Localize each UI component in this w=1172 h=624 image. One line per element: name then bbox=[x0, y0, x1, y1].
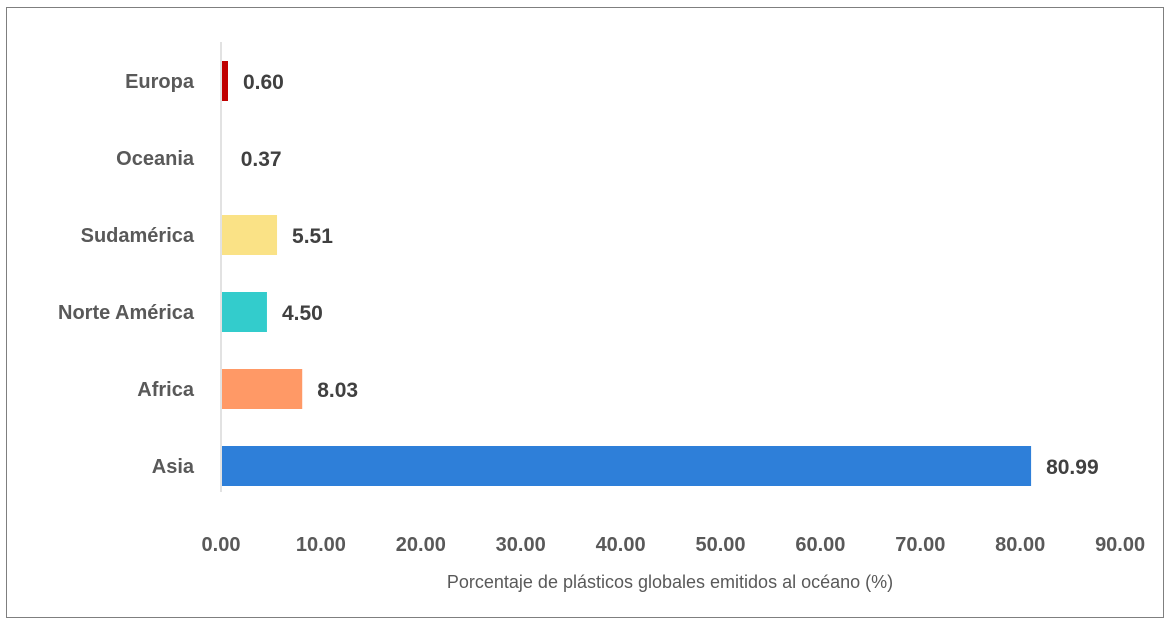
bar-norte-am-rica bbox=[222, 292, 267, 332]
x-tick-label: 10.00 bbox=[296, 534, 346, 556]
value-label-sudam-rica: 5.51 bbox=[292, 225, 333, 248]
x-tick-label: 80.00 bbox=[995, 534, 1045, 556]
bars-group bbox=[222, 61, 1032, 486]
value-label-asia: 80.99 bbox=[1046, 456, 1099, 479]
value-label-norte-am-rica: 4.50 bbox=[282, 302, 323, 325]
value-label-europa: 0.60 bbox=[243, 71, 284, 94]
category-label-europa: Europa bbox=[125, 71, 195, 93]
value-label-africa: 8.03 bbox=[317, 379, 358, 402]
category-label-norte-am-rica: Norte América bbox=[58, 302, 195, 324]
x-tick-label: 0.00 bbox=[202, 534, 241, 556]
x-axis-title: Porcentaje de plásticos globales emitido… bbox=[447, 572, 893, 592]
x-tick-labels-group: 0.00 10.00 20.00 30.00 40.00 50.00 60.00 70.00 8… bbox=[202, 534, 1146, 556]
x-tick-label: 30.00 bbox=[496, 534, 546, 556]
x-tick-label: 70.00 bbox=[895, 534, 945, 556]
x-tick-label: 90.00 bbox=[1095, 534, 1145, 556]
bar-africa bbox=[222, 369, 303, 409]
category-labels-group: Asia Africa Norte América Sudamérica Oceania… bbox=[58, 71, 195, 478]
x-tick-label: 60.00 bbox=[795, 534, 845, 556]
value-label-oceania: 0.37 bbox=[241, 148, 282, 171]
bar-sudam-rica bbox=[222, 215, 278, 255]
value-labels-group: 80.99 8.03 4.50 5.51 0.37 0.60 bbox=[241, 71, 1099, 479]
bar-europa bbox=[222, 61, 228, 101]
category-label-sudam-rica: Sudamérica bbox=[81, 225, 195, 247]
bar-asia bbox=[222, 446, 1032, 486]
category-label-oceania: Oceania bbox=[116, 148, 195, 170]
x-tick-label: 50.00 bbox=[695, 534, 745, 556]
x-tick-label: 20.00 bbox=[396, 534, 446, 556]
category-label-asia: Asia bbox=[152, 456, 195, 478]
chart-frame bbox=[6, 7, 1164, 618]
category-label-africa: Africa bbox=[137, 379, 195, 401]
x-tick-label: 40.00 bbox=[596, 534, 646, 556]
bar-oceania bbox=[222, 138, 226, 178]
